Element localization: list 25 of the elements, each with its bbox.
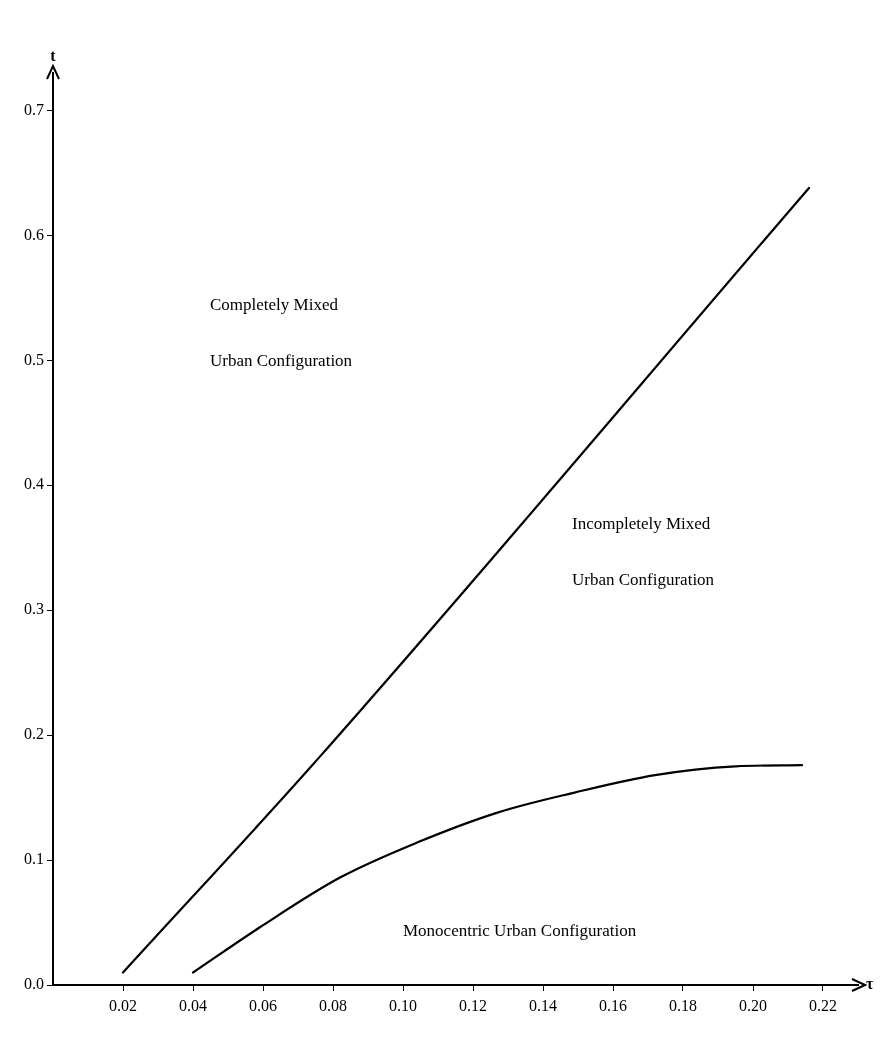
x-tick-label: 0.04 [179,996,207,1014]
x-tick-label: 0.02 [109,996,137,1014]
x-tick-label: 0.08 [319,996,347,1014]
text: Completely Mixed Urban Configuration [210,295,353,370]
x-tick-label: 0.06 [249,996,277,1014]
x-tick-label: 0.18 [669,996,697,1014]
y-tick-label: 0.1 [24,850,44,868]
x-tick-label: 0.22 [809,996,837,1014]
x-tick-label: 0.14 [529,996,557,1014]
x-tick-label: 0.12 [459,996,487,1014]
y-tick-label: 0.3 [24,600,44,618]
text: Incompletely Mixed Urban Configuration [572,514,715,589]
y-tick-label: 0.7 [24,100,44,118]
y-axis-title: t [50,47,57,65]
line-series [191,764,804,974]
x-tick-label: 0.10 [389,996,417,1014]
y-tick-label: 0.4 [24,475,44,493]
x-axis-title: τ [866,975,874,993]
y-tick-label: 0.6 [24,225,44,243]
y-tick-label: 0.0 [24,975,44,993]
x-tick-label: 0.16 [599,996,627,1014]
x-tick-label: 0.20 [739,996,767,1014]
y-tick-label: 0.5 [24,350,44,368]
y-tick-label: 0.2 [24,725,44,743]
annotation: Monocentric Urban Configuration [403,920,638,942]
